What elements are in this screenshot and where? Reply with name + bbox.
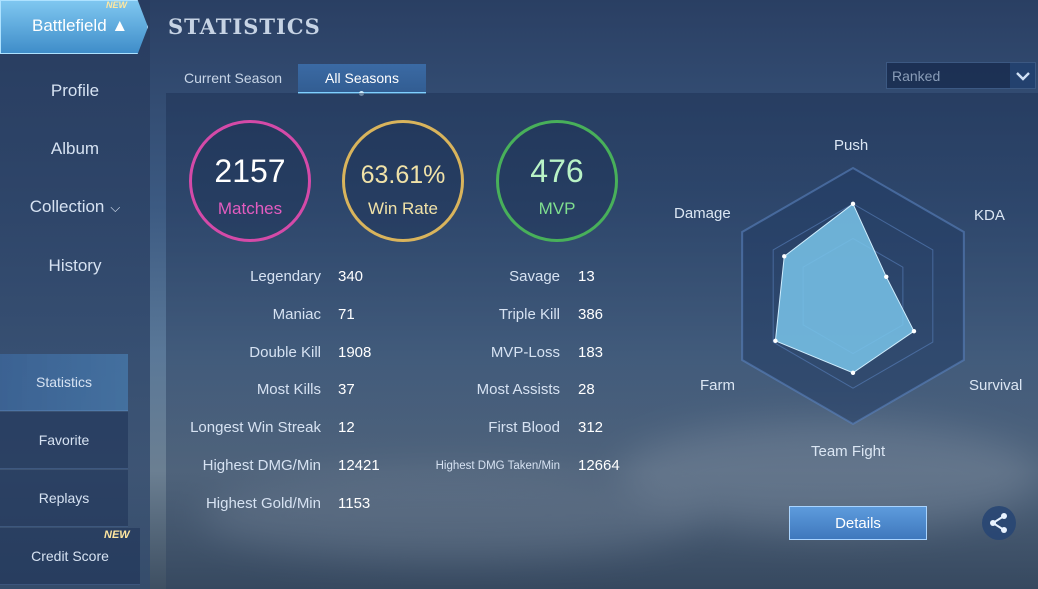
stat-value: 386 (578, 306, 604, 323)
stat-value: 37 (338, 381, 355, 398)
sidebar-item-label: Profile (50, 81, 100, 100)
stat-value: 1153 (338, 495, 371, 512)
matches-label: Matches (217, 199, 283, 218)
chevron-down-icon: ⌵ (110, 200, 121, 215)
stat-label: Maniac (272, 306, 321, 323)
mode-dropdown[interactable]: Ranked (886, 62, 1036, 89)
stat-label: Highest Gold/Min (205, 495, 321, 512)
radar-label-survival: Survival (969, 377, 1023, 394)
share-icon (990, 513, 1007, 533)
stat-label: Most Assists (476, 381, 560, 398)
stat-value: 12664 (578, 457, 620, 474)
mvp-label: MVP (538, 199, 576, 218)
sub-item-label: Credit Score (31, 548, 109, 564)
mvp-stat: 476 MVP (496, 120, 618, 242)
matches-stat: 2157 Matches (189, 120, 311, 242)
stat-value: 1908 (338, 344, 372, 361)
stat-value: 12421 (338, 457, 380, 474)
sidebar-item-label: Collection (29, 197, 105, 216)
sidebar-item-battlefield[interactable]: NEW Battlefield ▲ (0, 0, 148, 54)
stat-value: 340 (338, 268, 364, 285)
share-button[interactable] (982, 506, 1016, 540)
sub-item-statistics[interactable]: Statistics (0, 354, 128, 411)
stat-label: Highest DMG Taken/Min (435, 460, 560, 472)
chevron-down-icon[interactable] (1010, 63, 1035, 88)
win-rate-label: Win Rate (368, 199, 438, 218)
stat-label: Savage (509, 268, 560, 285)
sidebar-item-label: History (48, 256, 102, 275)
sub-item-label: Statistics (35, 374, 92, 390)
stat-value: 71 (338, 306, 355, 323)
win-rate-stat: 63.61% Win Rate (342, 120, 464, 242)
new-badge: NEW (106, 0, 127, 10)
stat-value: 12 (338, 419, 355, 436)
stat-label: Triple Kill (498, 306, 560, 323)
sub-item-label: Favorite (38, 432, 90, 448)
sub-item-replays[interactable]: Replays (0, 470, 128, 527)
mvp-value: 476 (530, 153, 584, 189)
stat-label: First Blood (488, 419, 560, 436)
page-title: STATISTICS (168, 14, 321, 39)
chevron-up-icon: ▲ (111, 16, 129, 35)
sidebar-item-collection[interactable]: Collection ⌵ (0, 197, 150, 217)
stat-label: Highest DMG/Min (202, 457, 321, 474)
stat-value: 183 (578, 344, 604, 361)
matches-value: 2157 (214, 153, 286, 189)
dropdown-value: Ranked (892, 68, 941, 84)
stat-label: Most Kills (256, 381, 321, 398)
stat-label: MVP-Loss (490, 344, 560, 361)
details-button[interactable]: Details (789, 506, 927, 540)
tab-all-seasons[interactable]: All Seasons (298, 64, 426, 96)
sub-item-favorite[interactable]: Favorite (0, 412, 128, 469)
sidebar-item-label: Album (50, 139, 100, 158)
sidebar-item-album[interactable]: Album (0, 139, 150, 159)
sub-item-label: Replays (38, 490, 90, 506)
radar-label-damage: Damage (674, 205, 731, 222)
stat-label: Legendary (250, 268, 321, 285)
sidebar-item-profile[interactable]: Profile (0, 81, 150, 101)
radar-label-team-fight: Team Fight (811, 443, 886, 460)
tab-current-season[interactable]: Current Season (183, 70, 283, 86)
stat-label: Longest Win Streak (190, 419, 321, 436)
stat-value: 312 (578, 419, 604, 436)
radar-label-push: Push (834, 137, 869, 154)
radar-label-kda: KDA (974, 207, 1005, 224)
stat-value: 28 (578, 381, 595, 398)
new-badge: NEW (104, 529, 130, 541)
sidebar-item-label: Battlefield ▲ (32, 16, 129, 35)
stat-label: Double Kill (249, 344, 321, 361)
stat-value: 13 (578, 268, 595, 285)
sub-item-credit-score[interactable]: Credit Score (0, 528, 140, 585)
sidebar-item-history[interactable]: History (0, 256, 150, 276)
radar-label-farm: Farm (700, 377, 735, 394)
win-rate-value: 63.61% (360, 161, 446, 189)
